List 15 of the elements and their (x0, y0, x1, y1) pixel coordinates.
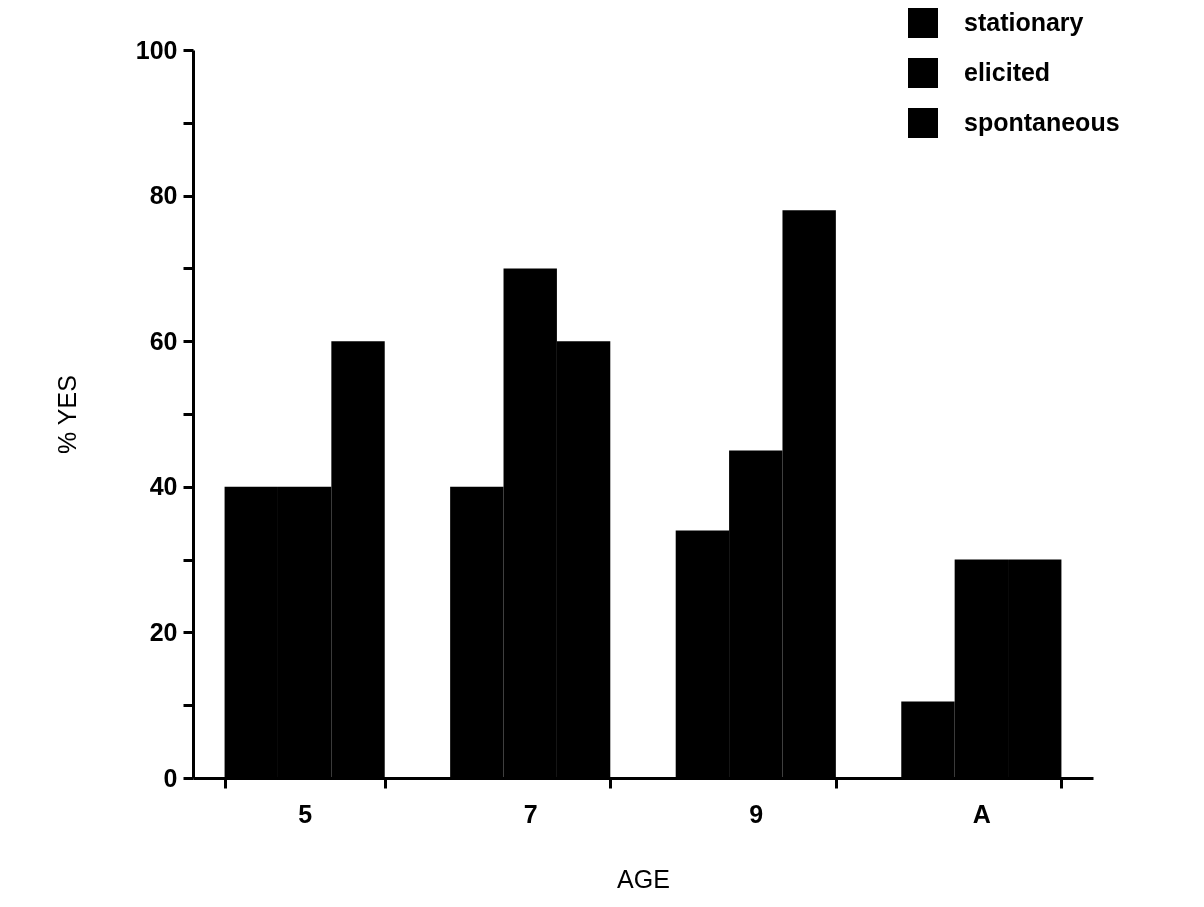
y-tick-label: 0 (163, 763, 178, 792)
x-tick-label: 9 (749, 799, 764, 828)
legend-label: spontaneous (964, 108, 1120, 136)
y-axis-title: % YES (52, 375, 81, 454)
y-tick-label: 20 (149, 617, 178, 646)
x-tick-label: 5 (298, 799, 313, 828)
x-tick-label: 7 (523, 799, 538, 828)
legend-label: elicited (964, 58, 1051, 86)
y-tick-label: 60 (149, 326, 178, 355)
y-tick-label: 80 (149, 181, 178, 210)
x-axis-title: AGE (617, 864, 670, 893)
y-tick-label: 100 (135, 35, 178, 64)
legend-label: stationary (964, 8, 1084, 36)
x-tick-label: A (972, 799, 991, 828)
y-tick-label: 40 (149, 472, 178, 501)
